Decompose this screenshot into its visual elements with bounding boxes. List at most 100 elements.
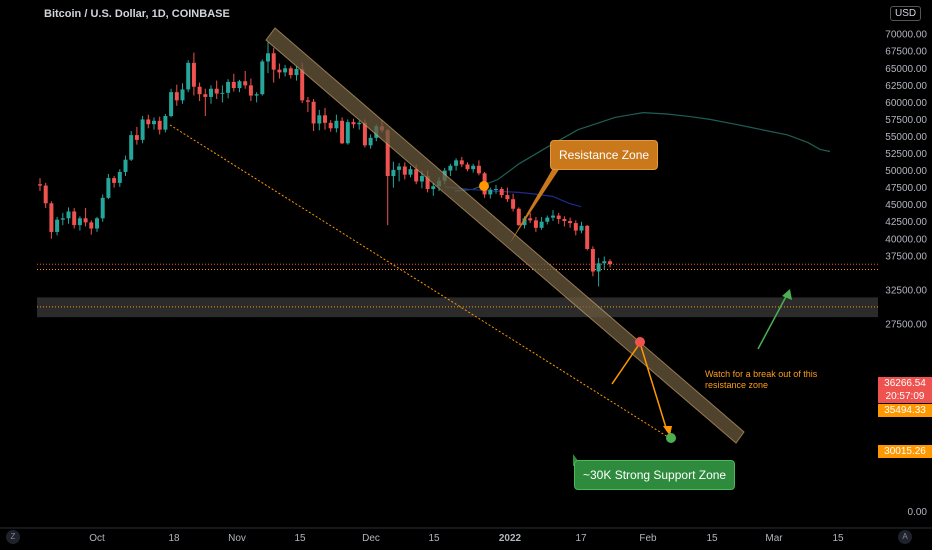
y-tick-label: 67500.00 <box>885 47 927 58</box>
moving-average-line <box>454 111 831 192</box>
candle-body <box>294 68 299 76</box>
candle-body <box>288 68 293 76</box>
candle-body <box>391 169 396 177</box>
candle-body <box>43 185 48 204</box>
candle-body <box>323 115 327 123</box>
chart-title: Bitcoin / U.S. Dollar, 1D, COINBASE <box>44 8 230 20</box>
x-tick-label: 15 <box>706 533 718 544</box>
candle-body <box>414 169 419 182</box>
breakout-note: Watch for a break out of this resistance… <box>705 369 818 390</box>
candle-body <box>305 100 310 102</box>
candle-body <box>459 160 464 165</box>
candle-body <box>260 61 265 95</box>
y-tick-label: 65000.00 <box>885 64 927 75</box>
y-tick-label: 60000.00 <box>885 98 927 109</box>
candle-body <box>271 53 276 70</box>
countdown-tag: 20:57:09 <box>878 390 932 403</box>
candle-body <box>385 130 390 177</box>
y-tick-label: 57500.00 <box>885 115 927 126</box>
y-tick-label: 47500.00 <box>885 183 927 194</box>
candle-body <box>106 178 111 198</box>
candle-body <box>357 122 362 125</box>
candle-body <box>186 62 191 90</box>
candle-body <box>345 122 350 144</box>
candle-body <box>454 160 459 166</box>
x-tick-label: Mar <box>765 533 783 544</box>
candle-body <box>590 248 595 272</box>
candle-body <box>397 166 402 170</box>
candle-body <box>340 120 345 144</box>
candle-body <box>448 165 453 171</box>
candle-body <box>602 261 607 264</box>
y-tick-label: 62500.00 <box>885 81 927 92</box>
candle-body <box>66 211 71 219</box>
candle-body <box>49 203 54 232</box>
candle-body <box>38 184 42 186</box>
y-tick-label: 55000.00 <box>885 132 927 143</box>
candle-body <box>174 92 179 101</box>
candle-body <box>568 221 573 224</box>
level-tag-30015: 30015.26 <box>878 445 932 458</box>
candle-body <box>562 218 567 222</box>
x-tick-label: 15 <box>832 533 844 544</box>
resistance-callout-pointer <box>510 168 560 243</box>
x-tick-label: 15 <box>294 533 306 544</box>
x-tick-label: 17 <box>575 533 587 544</box>
candle-body <box>608 261 612 265</box>
y-tick-label: 32500.00 <box>885 285 927 296</box>
last-price-tag: 36266.54 <box>878 377 932 390</box>
y-tick-label: 37500.00 <box>885 251 927 262</box>
candle-body <box>248 85 253 96</box>
x-tick-label: 18 <box>168 533 180 544</box>
x-tick-label: 15 <box>428 533 440 544</box>
candle-body <box>471 165 476 170</box>
candle-body <box>163 116 168 130</box>
candle-body <box>505 195 510 200</box>
candle-body <box>328 122 333 129</box>
candle-body <box>129 135 134 160</box>
candle-body <box>180 89 185 101</box>
y-tick-label: 27500.00 <box>885 319 927 330</box>
candle-body <box>140 119 145 140</box>
support-target-marker <box>666 433 676 443</box>
candle-body <box>494 188 498 190</box>
candle-body <box>419 176 424 182</box>
y-tick-label: 52500.00 <box>885 149 927 160</box>
y-tick-label: 45000.00 <box>885 200 927 211</box>
x-tick-label: Oct <box>89 533 105 544</box>
breakout-arrow <box>757 290 790 350</box>
candle-body <box>465 164 470 170</box>
candle-body <box>55 219 60 232</box>
candle-body <box>60 218 65 220</box>
candle-body <box>283 68 288 73</box>
x-tick-label: Dec <box>362 533 380 544</box>
candle-body <box>277 69 282 73</box>
candle-body <box>585 225 590 249</box>
ma-cross-marker <box>479 181 489 191</box>
candle-body <box>254 94 259 96</box>
candle-body <box>117 171 122 183</box>
y-tick-label: 70000.00 <box>885 30 927 41</box>
candle-body <box>89 222 94 229</box>
candle-body <box>351 122 356 125</box>
x-tick-label: Feb <box>639 533 657 544</box>
timezone-icon[interactable]: Z <box>6 530 20 544</box>
candle-body <box>300 68 305 101</box>
candle-body <box>214 88 219 94</box>
candle-body <box>556 215 561 219</box>
candle-body <box>77 218 82 226</box>
candle-body <box>311 101 316 124</box>
candle-body <box>362 122 367 146</box>
candle-body <box>528 218 533 221</box>
y-tick-label: 40000.00 <box>885 234 927 245</box>
currency-button[interactable]: USD <box>890 6 922 21</box>
level-tag-35494: 35494.33 <box>878 404 932 417</box>
auto-scale-icon[interactable]: A <box>898 530 912 544</box>
candle-body <box>334 120 339 129</box>
candle-body <box>243 81 248 86</box>
support-zone-callout: ~30K Strong Support Zone <box>574 460 736 490</box>
candle-body <box>499 188 504 196</box>
candle-body <box>169 92 174 117</box>
